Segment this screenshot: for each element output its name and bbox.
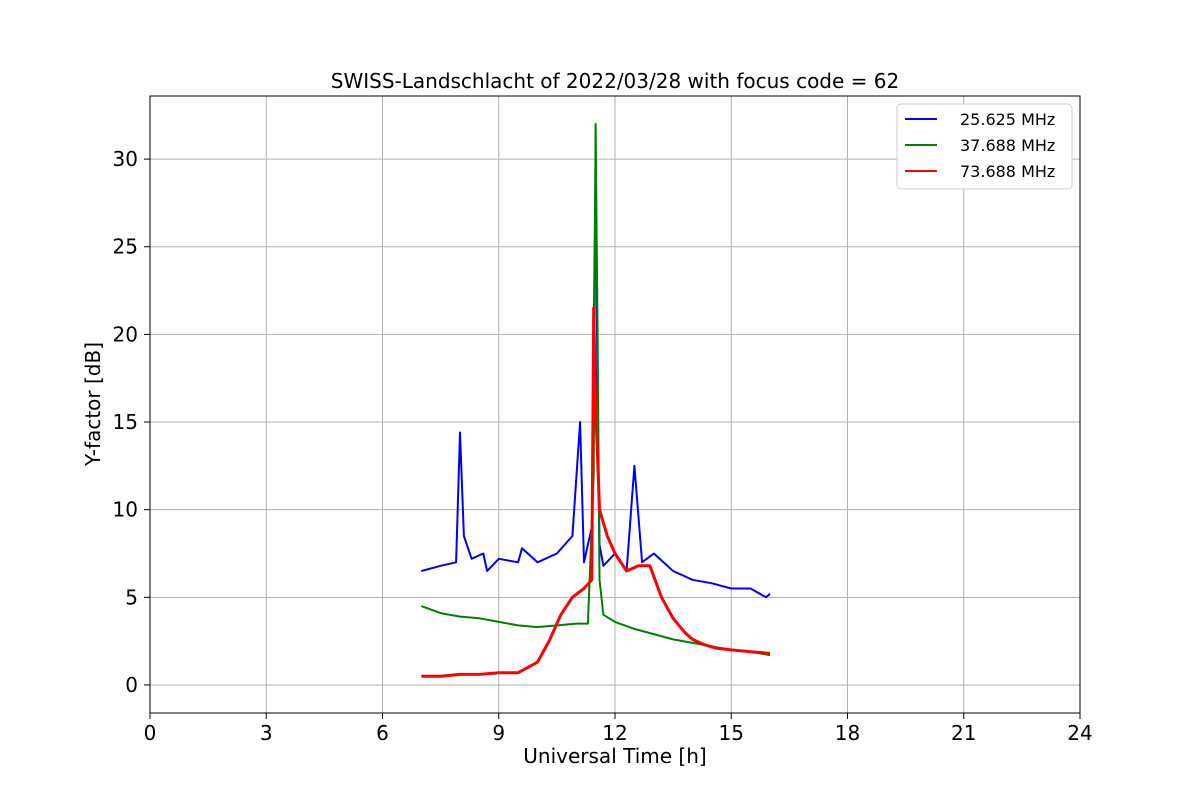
x-tick-label: 3 bbox=[260, 721, 273, 745]
x-axis: 0 3 6 9 12 15 18 21 24 bbox=[144, 713, 1093, 745]
legend-label-1: 37.688 MHz bbox=[960, 136, 1055, 155]
x-tick-label: 9 bbox=[492, 721, 505, 745]
y-tick-label: 20 bbox=[113, 322, 138, 346]
y-tick-label: 30 bbox=[113, 147, 138, 171]
y-axis: 0 5 10 15 20 25 30 bbox=[113, 147, 150, 697]
series-group bbox=[420, 123, 771, 678]
y-tick-label: 10 bbox=[113, 498, 138, 522]
x-tick-label: 21 bbox=[951, 721, 976, 745]
x-tick-label: 12 bbox=[602, 721, 627, 745]
legend-label-2: 73.688 MHz bbox=[960, 162, 1055, 181]
series-line-1 bbox=[420, 123, 771, 657]
y-tick-label: 15 bbox=[113, 410, 138, 434]
x-tick-label: 24 bbox=[1067, 721, 1092, 745]
x-tick-label: 0 bbox=[144, 721, 157, 745]
x-axis-title: Universal Time [h] bbox=[523, 744, 706, 768]
chart-title: SWISS-Landschlacht of 2022/03/28 with fo… bbox=[331, 69, 899, 93]
series-line-2 bbox=[421, 306, 771, 678]
legend-label-0: 25.625 MHz bbox=[960, 110, 1055, 129]
x-tick-label: 15 bbox=[719, 721, 744, 745]
y-tick-label: 5 bbox=[125, 585, 138, 609]
y-axis-title: Y-factor [dB] bbox=[81, 342, 105, 467]
legend: 25.625 MHz 37.688 MHz 73.688 MHz bbox=[896, 103, 1073, 190]
y-tick-label: 0 bbox=[125, 673, 138, 697]
legend-box bbox=[896, 103, 1073, 190]
x-tick-label: 18 bbox=[835, 721, 860, 745]
y-tick-label: 25 bbox=[113, 235, 138, 259]
x-tick-label: 6 bbox=[376, 721, 389, 745]
